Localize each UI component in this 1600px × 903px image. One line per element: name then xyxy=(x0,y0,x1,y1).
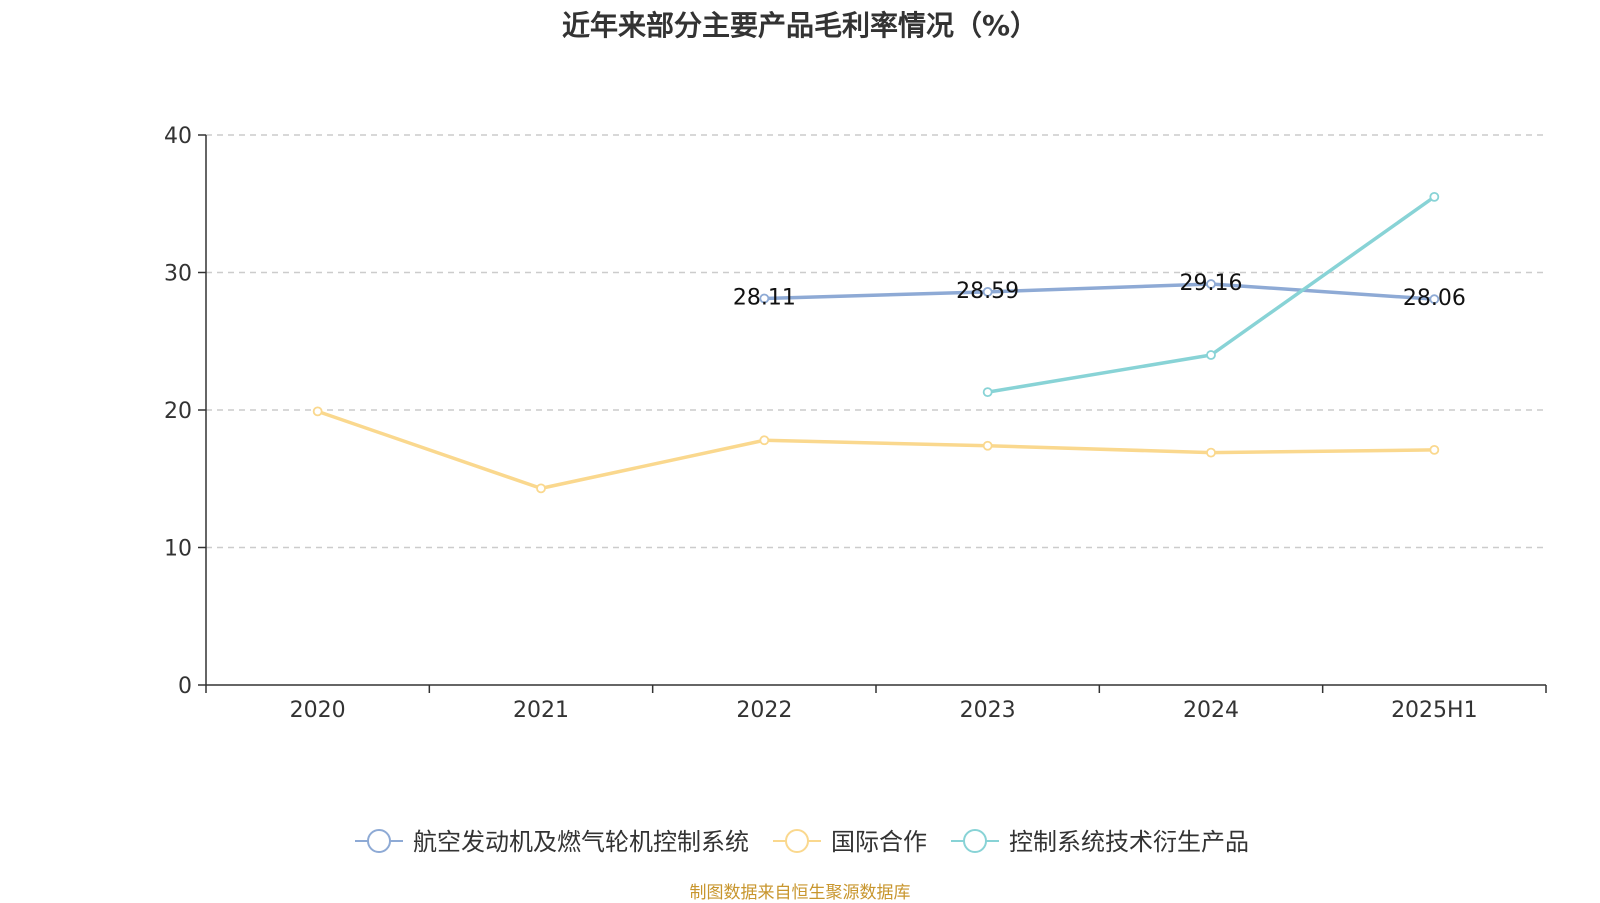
data-point xyxy=(1429,191,1440,202)
data-point xyxy=(312,406,323,417)
data-point xyxy=(982,286,993,297)
legend: 航空发动机及燃气轮机控制系统 国际合作 控制系统技术衍生产品 xyxy=(355,828,1249,856)
data-point xyxy=(759,293,770,304)
data-source-note: 制图数据来自恒生聚源数据库 xyxy=(689,883,911,903)
legend-item-2: 国际合作 xyxy=(773,828,927,856)
data-labels: 28.11 28.59 29.16 28.06 xyxy=(733,271,1466,311)
legend-marker xyxy=(963,829,987,853)
legend-marker xyxy=(367,829,391,853)
data-label: 29.16 xyxy=(1180,271,1243,296)
y-tick-label: 40 xyxy=(164,124,192,149)
legend-label: 控制系统技术衍生产品 xyxy=(1009,828,1249,856)
legend-item-3: 控制系统技术衍生产品 xyxy=(951,828,1249,856)
y-tick-label: 0 xyxy=(178,674,192,699)
data-point xyxy=(982,387,993,398)
x-tick-label: 2023 xyxy=(960,698,1016,723)
data-point xyxy=(1206,350,1216,360)
legend-item-1: 航空发动机及燃气轮机控制系统 xyxy=(355,828,749,856)
data-label: 28.11 xyxy=(733,285,796,310)
series-line-2 xyxy=(317,409,1435,491)
data-point xyxy=(1429,444,1440,455)
y-tick-label: 20 xyxy=(164,399,192,424)
x-tick-label: 2025H1 xyxy=(1391,698,1478,723)
legend-label: 国际合作 xyxy=(831,828,927,856)
data-point xyxy=(1206,447,1216,458)
y-tick-label: 30 xyxy=(164,262,192,287)
data-point xyxy=(536,483,546,494)
x-tick-label: 2021 xyxy=(513,698,569,723)
grid-lines xyxy=(206,134,1546,549)
legend-label: 航空发动机及燃气轮机控制系统 xyxy=(413,828,749,856)
data-point xyxy=(759,435,770,446)
x-tick-label: 2020 xyxy=(290,698,346,723)
series-line-1 xyxy=(764,282,1435,301)
data-point xyxy=(982,440,993,451)
series-lines xyxy=(312,191,1440,494)
legend-marker xyxy=(785,829,809,853)
x-tick-label: 2022 xyxy=(736,698,792,723)
x-tick-label: 2024 xyxy=(1183,698,1239,723)
y-tick-label: 10 xyxy=(164,537,192,562)
data-label: 28.06 xyxy=(1403,286,1466,311)
data-label: 28.59 xyxy=(956,279,1019,304)
data-point xyxy=(1429,294,1440,305)
data-point xyxy=(1206,279,1216,289)
chart-title: 近年来部分主要产品毛利率情况（%） xyxy=(561,9,1039,42)
axes: 0 10 20 30 40 2020 2021 2022 2023 2024 2025H1 xyxy=(164,124,1547,723)
